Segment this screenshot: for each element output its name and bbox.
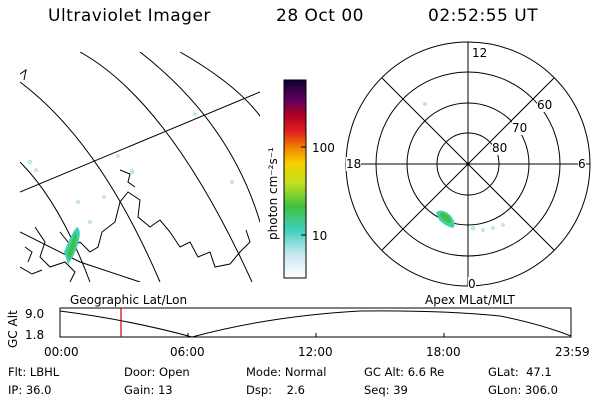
- instrument-title: Ultraviolet Imager: [48, 6, 211, 26]
- mlt-label-12: 12: [472, 46, 488, 60]
- altitude-curve: [59, 310, 572, 338]
- footer-gc-alt: GC Alt: 6.6 Re: [364, 365, 445, 379]
- timeline-right-title: Apex MLat/MLT: [425, 293, 515, 307]
- mlt-label-18: 18: [346, 157, 362, 171]
- time-label: 02:52:55 UT: [428, 6, 539, 26]
- timeline-left-title: Geographic Lat/Lon: [70, 293, 188, 307]
- timeline-y-max: 9.0: [25, 307, 45, 321]
- timeline-x-1200: 12:00: [298, 345, 333, 359]
- colorbar-tick-100: 100: [312, 141, 335, 155]
- lat-label-80: 80: [492, 141, 508, 155]
- footer-seq: Seq: 39: [364, 383, 408, 397]
- lat-label-70: 70: [512, 121, 528, 135]
- timeline-x-1800: 18:00: [426, 345, 461, 359]
- aurora-blob-map: [64, 227, 80, 264]
- footer-gain: Gain: 13: [124, 383, 173, 397]
- timeline-axis-label: GC Alt: [6, 310, 20, 348]
- mlt-label-0: 0: [468, 277, 476, 291]
- colorbar-unit-label: photon cm⁻²s⁻¹: [266, 147, 280, 240]
- footer-dsp: Dsp: 2.6: [246, 383, 305, 397]
- lat-label-60: 60: [537, 98, 553, 112]
- geographic-map: [20, 52, 260, 282]
- colorbar: [283, 79, 307, 279]
- footer-mode: Mode: Normal: [246, 365, 327, 379]
- footer-ip: IP: 36.0: [8, 383, 52, 397]
- altitude-timeline: [59, 307, 572, 338]
- footer-flt: Flt: LBHL: [8, 365, 60, 379]
- footer-glon: GLon: 306.0: [488, 383, 558, 397]
- colorbar-tick-10: 10: [312, 229, 328, 243]
- polar-plot: [345, 41, 591, 287]
- date-label: 28 Oct 00: [276, 6, 364, 26]
- timeline-x-2359: 23:59: [555, 345, 590, 359]
- timeline-x-0000: 00:00: [44, 345, 79, 359]
- footer-glat: GLat: 47.1: [488, 365, 552, 379]
- footer-door: Door: Open: [124, 365, 190, 379]
- timeline-x-0600: 06:00: [170, 345, 205, 359]
- mlt-label-6: 6: [578, 157, 586, 171]
- timeline-y-min: 1.8: [25, 328, 45, 342]
